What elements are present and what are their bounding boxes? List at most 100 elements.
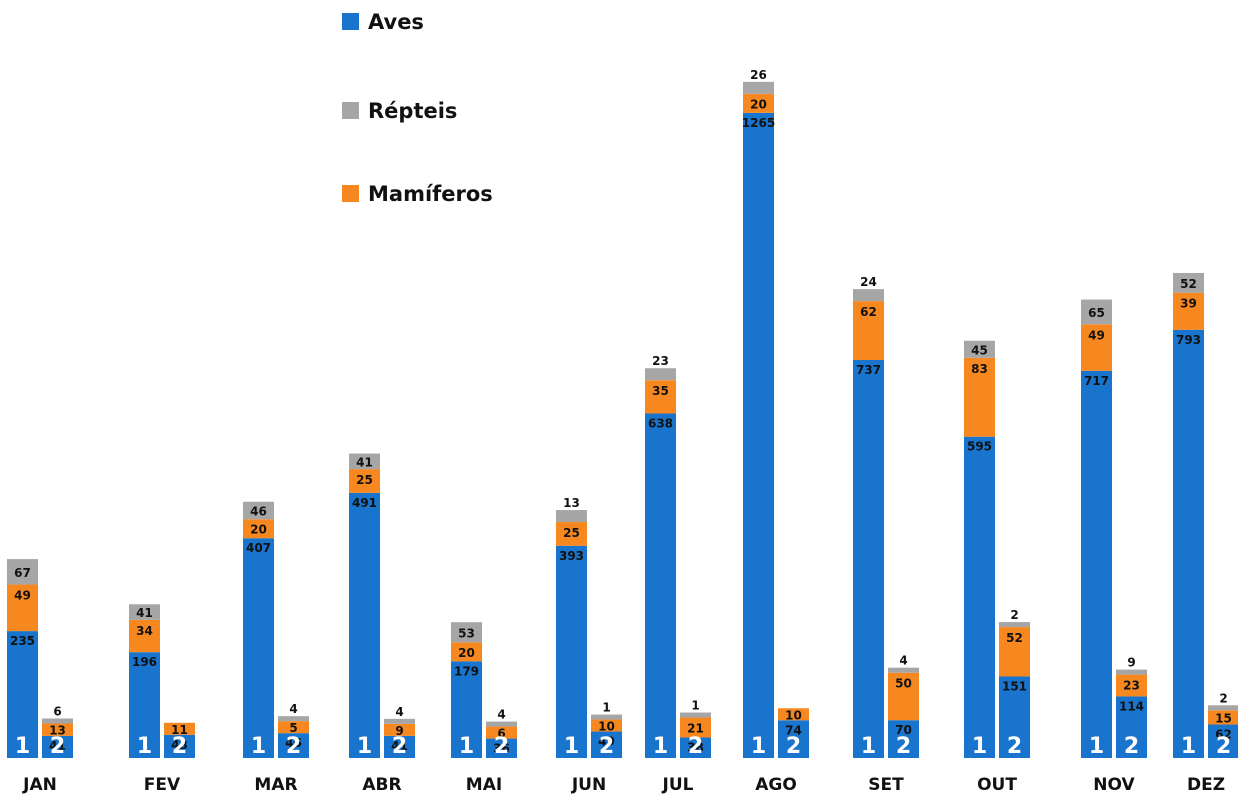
label-aves-dez-2: 62 <box>1215 728 1232 742</box>
label-aves-dez-1: 793 <box>1176 333 1201 347</box>
label-repteis-mai-1: 53 <box>458 626 475 640</box>
label-mamiferos-jun-2: 10 <box>598 720 615 734</box>
bar-mamiferos-out-1 <box>964 357 995 437</box>
sub-category-label-nov-2: 2 <box>1124 734 1139 759</box>
bar-mamiferos-dez-2 <box>1208 710 1238 725</box>
bar-aves-dez-1 <box>1173 329 1204 758</box>
label-repteis-jul-1: 23 <box>652 354 669 368</box>
label-aves-set-2: 70 <box>895 723 912 737</box>
label-mamiferos-fev-2: 11 <box>171 723 188 737</box>
bar-repteis-jul-2 <box>680 712 711 718</box>
bar-aves-mai-1 <box>451 661 482 758</box>
month-label-abr: ABR <box>362 775 401 794</box>
label-mamiferos-ago-1: 20 <box>750 97 767 111</box>
sub-category-label-dez-2: 2 <box>1216 734 1231 759</box>
sub-category-label-out-1: 1 <box>972 734 987 759</box>
label-aves-mar-2: 46 <box>285 736 302 750</box>
sub-category-label-mai-2: 2 <box>494 734 509 759</box>
sub-category-label-nov-1: 1 <box>1089 734 1104 759</box>
month-label-ago: AGO <box>755 775 797 794</box>
bar-mamiferos-nov-1 <box>1081 324 1112 371</box>
bar-mamiferos-mai-2 <box>486 726 517 739</box>
bar-repteis-jun-2 <box>591 714 622 720</box>
bar-mamiferos-set-1 <box>853 301 884 361</box>
bar-mamiferos-dez-1 <box>1173 292 1204 330</box>
bar-mamiferos-mar-1 <box>243 519 274 539</box>
bar-repteis-fev-1 <box>129 604 160 620</box>
label-aves-nov-1: 717 <box>1084 374 1109 388</box>
bar-aves-set-1 <box>853 360 884 758</box>
sub-category-label-set-1: 1 <box>861 734 876 759</box>
sub-category-label-ago-1: 1 <box>751 734 766 759</box>
label-aves-mar-1: 407 <box>246 541 271 555</box>
legend: Aves Répteis Mamíferos <box>342 10 493 206</box>
bar-repteis-nov-2 <box>1116 669 1147 675</box>
label-repteis-mai-2: 4 <box>497 708 505 722</box>
bar-mamiferos-jun-1 <box>556 522 587 546</box>
bar-repteis-mai-2 <box>486 721 517 727</box>
bar-mamiferos-abr-2 <box>384 723 415 736</box>
sub-category-label-ago-2: 2 <box>786 734 801 759</box>
month-label-mar: MAR <box>254 775 297 794</box>
bar-aves-jan-2 <box>42 735 73 758</box>
sub-category-label-jan-1: 1 <box>15 734 30 759</box>
label-repteis-fev-1: 41 <box>136 606 153 620</box>
label-mamiferos-jun-1: 25 <box>563 526 580 540</box>
label-mamiferos-nov-2: 23 <box>1123 679 1140 693</box>
legend-label-aves: Aves <box>368 10 424 34</box>
label-mamiferos-jul-2: 21 <box>687 722 704 736</box>
label-aves-ago-1: 1265 <box>742 116 775 130</box>
bar-repteis-dez-2 <box>1208 705 1238 711</box>
sub-category-label-fev-2: 2 <box>172 734 187 759</box>
label-repteis-jan-1: 67 <box>14 566 31 580</box>
label-mamiferos-set-1: 62 <box>860 305 877 319</box>
label-mamiferos-jan-2: 13 <box>49 724 66 738</box>
label-mamiferos-dez-2: 15 <box>1215 711 1232 725</box>
bar-repteis-jul-1 <box>645 368 676 381</box>
sub-category-label-mai-1: 1 <box>459 734 474 759</box>
label-aves-jun-2: 49 <box>598 735 615 749</box>
bar-mamiferos-nov-2 <box>1116 674 1147 697</box>
label-repteis-out-2: 2 <box>1010 608 1018 622</box>
bar-aves-jun-1 <box>556 545 587 758</box>
label-aves-fev-2: 43 <box>171 738 188 752</box>
legend-label-repteis: Répteis <box>368 99 457 123</box>
label-mamiferos-out-1: 83 <box>971 362 988 376</box>
sub-category-label-set-2: 2 <box>896 734 911 759</box>
bar-aves-abr-2 <box>384 735 415 758</box>
label-aves-jun-1: 393 <box>559 549 584 563</box>
label-mamiferos-ago-2: 10 <box>785 708 802 722</box>
bar-aves-ago-2 <box>778 720 809 758</box>
label-mamiferos-abr-2: 9 <box>395 724 403 738</box>
bar-repteis-mar-2 <box>278 716 309 722</box>
bar-aves-nov-2 <box>1116 696 1147 758</box>
month-label-out: OUT <box>977 775 1017 794</box>
bar-repteis-mai-1 <box>451 622 482 643</box>
sub-category-label-jun-1: 1 <box>564 734 579 759</box>
label-mamiferos-dez-1: 39 <box>1180 297 1197 311</box>
label-aves-out-2: 151 <box>1002 679 1027 693</box>
bar-aves-jun-2 <box>591 731 622 758</box>
bar-aves-out-2 <box>999 676 1030 758</box>
bar-mamiferos-jan-2 <box>42 723 73 736</box>
sub-category-label-mar-1: 1 <box>251 734 266 759</box>
label-mamiferos-fev-1: 34 <box>136 624 153 638</box>
bar-repteis-nov-1 <box>1081 299 1112 325</box>
sub-category-label-dez-1: 1 <box>1181 734 1196 759</box>
label-repteis-nov-1: 65 <box>1088 306 1105 320</box>
month-label-dez: DEZ <box>1187 775 1225 794</box>
bar-repteis-out-2 <box>999 622 1030 628</box>
bar-mamiferos-mai-1 <box>451 642 482 662</box>
bar-repteis-jan-1 <box>7 559 38 585</box>
label-repteis-jun-2: 1 <box>602 701 610 715</box>
sub-category-label-jun-2: 2 <box>599 734 614 759</box>
bar-aves-jul-2 <box>680 737 711 758</box>
label-repteis-dez-1: 52 <box>1180 277 1197 291</box>
bar-repteis-abr-2 <box>384 718 415 724</box>
label-aves-mai-1: 179 <box>454 664 479 678</box>
bar-mamiferos-jul-2 <box>680 717 711 738</box>
legend-swatch-mamiferos <box>342 185 359 202</box>
bar-mamiferos-fev-1 <box>129 619 160 653</box>
bar-aves-jul-1 <box>645 413 676 758</box>
